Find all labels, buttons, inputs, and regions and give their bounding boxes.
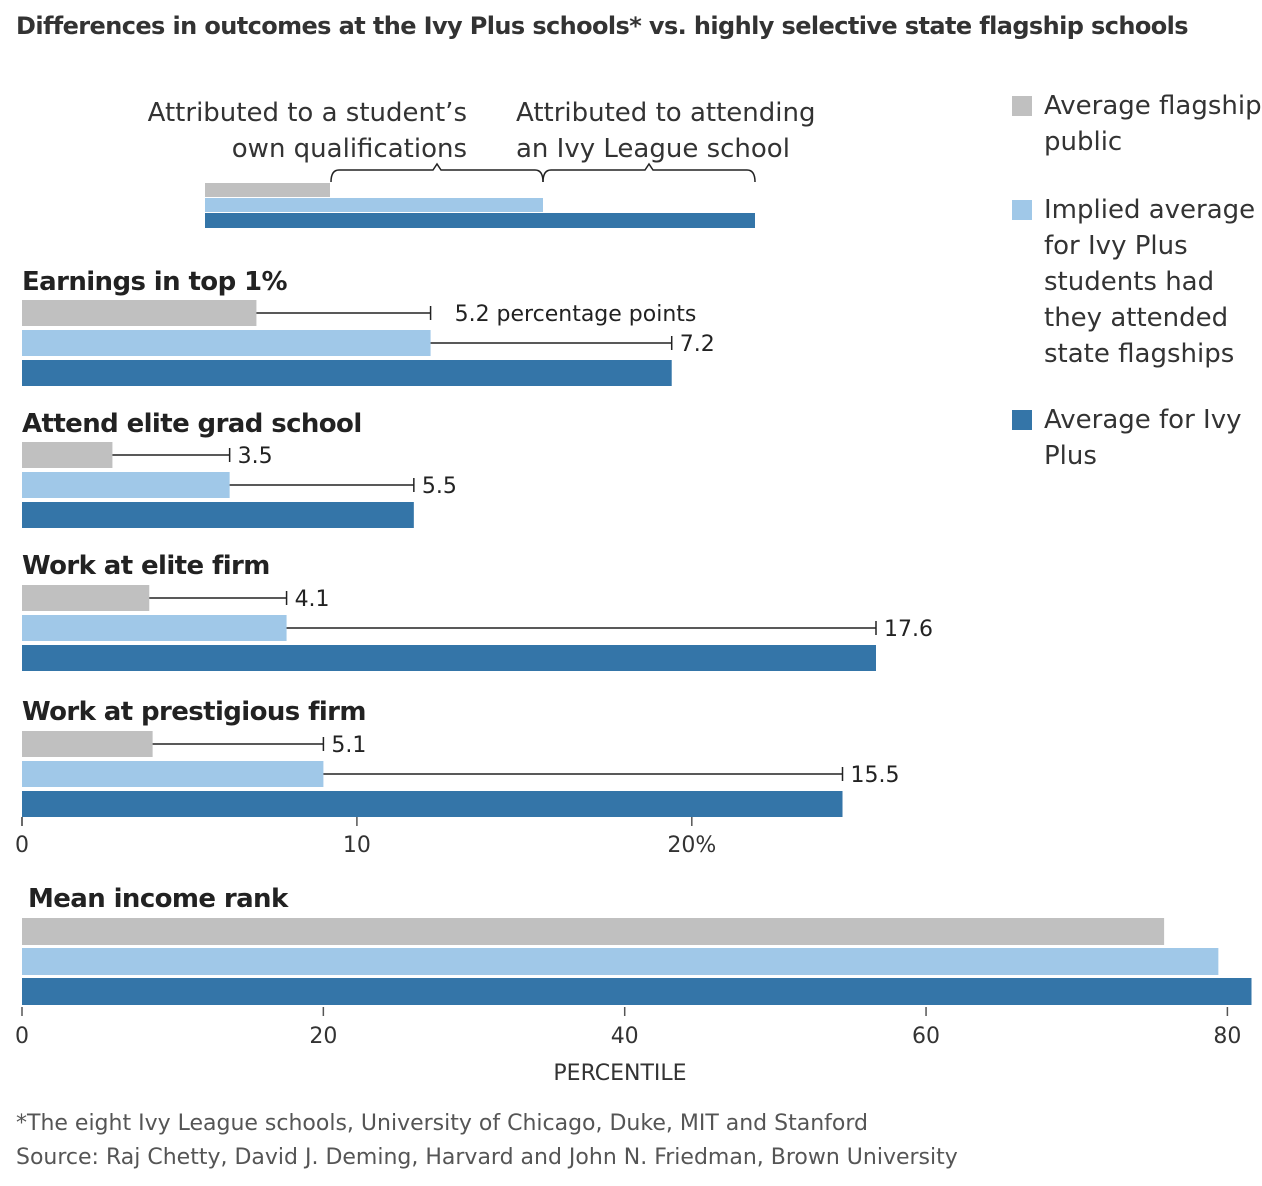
bar-ivy bbox=[22, 502, 414, 528]
bar-flagship bbox=[22, 918, 1165, 945]
key-label-qualifications-line2: own qualifications bbox=[232, 134, 467, 164]
difference-label: 17.6 bbox=[884, 617, 933, 642]
axis-tick-label: 0 bbox=[15, 1024, 29, 1049]
difference-label: 15.5 bbox=[851, 763, 900, 788]
difference-label: 4.1 bbox=[295, 587, 330, 612]
bar-implied bbox=[22, 472, 230, 498]
axis-title: PERCENTILE bbox=[553, 1061, 686, 1086]
group-label: Work at prestigious firm bbox=[22, 697, 366, 727]
difference-label: 5.5 bbox=[422, 474, 457, 499]
legend-swatch-ivy bbox=[1012, 410, 1032, 430]
bar-ivy bbox=[22, 360, 672, 386]
bar-implied bbox=[22, 615, 287, 641]
legend-label-ivy: Average for Ivy Plus bbox=[1044, 405, 1242, 471]
legend-item-implied: Implied average for Ivy Plus students ha… bbox=[1012, 195, 1257, 380]
bar-ivy bbox=[22, 978, 1252, 1005]
legend-item-flagship: Average flagship public bbox=[1012, 91, 1262, 176]
axis-tick-label: 60 bbox=[912, 1024, 940, 1049]
bar-implied bbox=[22, 330, 431, 356]
key-bar-flagship bbox=[205, 183, 330, 197]
key-label-qualifications-line1: Attributed to a student’s bbox=[148, 98, 467, 128]
axis-tick-label: 40 bbox=[611, 1024, 639, 1049]
legend-label-implied: Implied average for Ivy Plus students ha… bbox=[1044, 195, 1256, 369]
key-label-ivy-line2: an Ivy League school bbox=[516, 134, 790, 164]
chart-title: Differences in outcomes at the Ivy Plus … bbox=[16, 12, 1189, 40]
legend-swatch-implied bbox=[1012, 200, 1032, 220]
axis-tick-label: 10 bbox=[343, 833, 371, 858]
bar-ivy bbox=[22, 645, 876, 671]
bar-flagship bbox=[22, 300, 257, 326]
axis-tick-label: 20% bbox=[667, 833, 716, 858]
difference-label: 3.5 bbox=[238, 444, 273, 469]
group-label: Mean income rank bbox=[28, 884, 289, 914]
difference-label: 5.1 bbox=[331, 733, 366, 758]
footnote: *The eight Ivy League schools, Universit… bbox=[16, 1111, 868, 1136]
key-bracket-qualifications bbox=[330, 162, 544, 183]
legend-item-ivy: Average for Ivy Plus bbox=[1012, 405, 1257, 490]
legend-label-flagship: Average flagship public bbox=[1044, 91, 1262, 157]
bar-flagship bbox=[22, 442, 113, 468]
legend-swatch-flagship bbox=[1012, 96, 1032, 116]
bar-ivy bbox=[22, 791, 843, 817]
key-bar-implied bbox=[205, 198, 543, 212]
bar-implied bbox=[22, 761, 324, 787]
difference-label: 5.2 percentage points bbox=[455, 302, 697, 327]
bar-flagship bbox=[22, 731, 153, 757]
key-bar-ivy bbox=[205, 213, 755, 228]
key-label-ivy-line1: Attributed to attending bbox=[516, 98, 815, 128]
axis-tick-label: 20 bbox=[309, 1024, 337, 1049]
difference-label: 7.2 bbox=[680, 332, 715, 357]
axis-tick-label: 0 bbox=[15, 833, 29, 858]
group-label: Earnings in top 1% bbox=[22, 267, 288, 297]
group-label: Attend elite grad school bbox=[22, 409, 362, 439]
axis-tick-label: 80 bbox=[1213, 1024, 1241, 1049]
source-note: Source: Raj Chetty, David J. Deming, Har… bbox=[16, 1145, 958, 1170]
bar-implied bbox=[22, 948, 1219, 975]
group-label: Work at elite firm bbox=[22, 551, 270, 581]
key-bracket-ivy-attendance bbox=[542, 162, 756, 183]
bar-flagship bbox=[22, 585, 150, 611]
